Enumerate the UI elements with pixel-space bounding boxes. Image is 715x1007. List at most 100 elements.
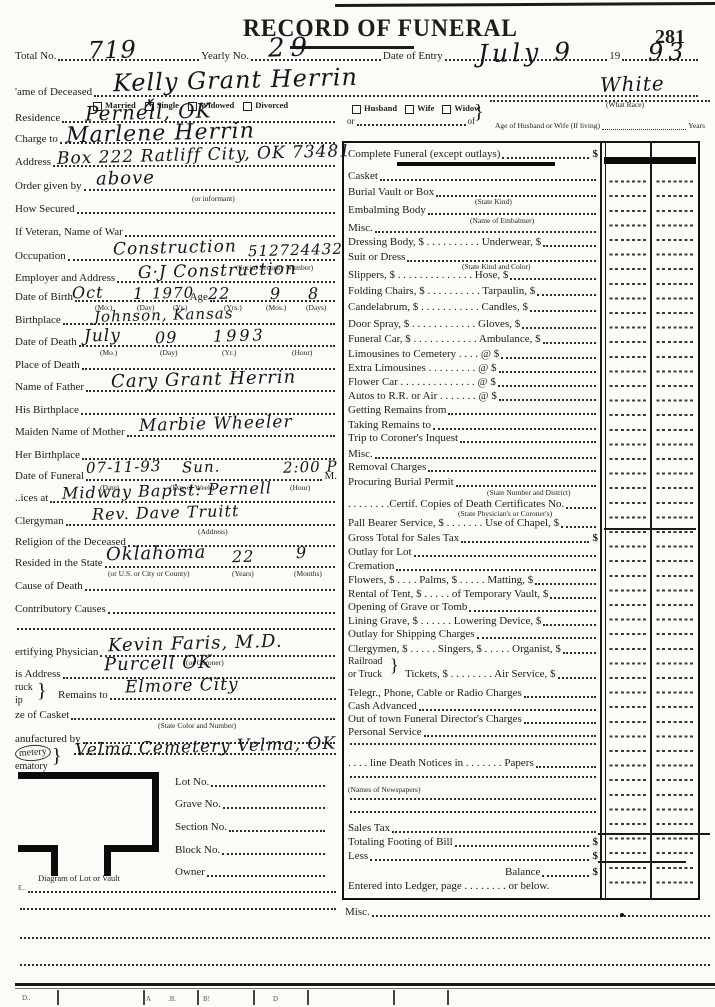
- religion-label: Religion of the Deceased: [15, 536, 126, 548]
- dotted-leader: [80, 413, 335, 415]
- her-birthplace-label: Her Birthplace: [15, 449, 81, 461]
- physician-address-value: Purcell OK: [103, 651, 213, 676]
- charge-label: Getting Remains from: [348, 404, 447, 416]
- charge-label: Burial Vault or Box: [348, 186, 435, 198]
- money-col-line-c: [650, 141, 652, 898]
- charge-label: Flower Car . . . . . . . . . . . . . . @…: [348, 376, 496, 388]
- page-number: 281: [655, 26, 685, 48]
- blank-charge-row: [348, 811, 598, 815]
- dod-month-value: July: [83, 325, 122, 347]
- charge-row: Sales Tax: [348, 822, 598, 835]
- ssn-value: 512724432: [247, 239, 344, 261]
- dotted-leader: [497, 385, 596, 387]
- charge-row: Folding Chairs, $ . . . . . . . . . . Ta…: [348, 285, 598, 298]
- bottom-misc-label: Misc.: [345, 906, 370, 918]
- charge-label: Totaling Footing of Bill: [348, 836, 453, 848]
- or-coroner-sub: (or Coroner): [186, 658, 224, 667]
- dotted-leader: [374, 457, 596, 459]
- block-no-label: Block No.: [175, 844, 221, 856]
- charge-label: Door Spray, $ . . . . . . . . . . . . Gl…: [348, 318, 521, 330]
- divorced-label: Divorced: [255, 100, 289, 110]
- resided-label: Resided in the State: [15, 557, 103, 569]
- charge-label: Outlay for Lot: [348, 546, 412, 558]
- dotted-leader: [206, 875, 325, 877]
- dotted-leader: [82, 458, 335, 460]
- money-col-line-a: [600, 141, 602, 898]
- dotted-leader: [250, 59, 381, 61]
- cemetery-brace: }: [52, 745, 62, 767]
- age-years-value: 22: [207, 283, 231, 304]
- bottom-rule-thick: [15, 983, 715, 986]
- dotted-leader: [81, 368, 335, 370]
- cemetery-label-row: metery: [14, 743, 52, 763]
- dotted-leader: [350, 811, 596, 813]
- diagram-right-bar: [152, 772, 159, 852]
- dotted-leader: [392, 831, 596, 833]
- resided-sub-years: (Years): [232, 569, 254, 578]
- charge-row: Getting Remains from: [348, 404, 598, 417]
- complete-funeral-underline: [397, 162, 555, 166]
- widowed-checkbox: [187, 102, 197, 111]
- manufactured-by-row: anufactured by: [15, 733, 337, 746]
- top-edge-rule: [334, 2, 715, 7]
- charge-label: Pall Bearer Service, $ . . . . . . . Use…: [348, 517, 560, 529]
- clergyman-label: Clergyman: [15, 515, 64, 527]
- married-checkbox: [93, 102, 102, 111]
- dotted-leader: [86, 479, 323, 481]
- charge-label: Lining Grave, $ . . . . . . Lowering Dev…: [348, 615, 542, 627]
- charge-row: Door Spray, $ . . . . . . . . . . . . Gl…: [348, 318, 598, 331]
- dotted-leader: [65, 524, 335, 526]
- dod-label: Date of Death: [15, 336, 77, 348]
- dotted-leader: [20, 937, 710, 939]
- charge-row: Personal Service: [348, 726, 598, 739]
- birthplace-value: Johnson, Kansas: [93, 304, 234, 326]
- mother-row: Maiden Name of Mother: [15, 426, 337, 439]
- employer-label: Employer and Address: [15, 272, 116, 284]
- dotted-leader: [109, 698, 336, 700]
- father-label: Name of Father: [15, 381, 85, 393]
- charge-row: Flower Car . . . . . . . . . . . . . . @…: [348, 376, 598, 389]
- charge-label: Sales Tax: [348, 822, 391, 834]
- charge-row: Opening of Grave or Tomb: [348, 601, 598, 614]
- dob-sub-mos: (Mos.): [266, 303, 287, 312]
- charge-row: Clergymen, $ . . . . . Singers, $ . . . …: [348, 643, 598, 656]
- dotted-leader: [370, 859, 589, 861]
- diagram-top-bar: [18, 772, 159, 779]
- husband-label: Husband: [364, 103, 398, 113]
- money-hline-salestax: [598, 833, 710, 835]
- dotted-leader: [107, 612, 335, 614]
- dod-sub-yr: (Yr.): [222, 348, 237, 357]
- funeral-m-label: M.: [324, 470, 337, 482]
- section-no-row: Section No.: [175, 821, 327, 834]
- charge-label: Misc.: [348, 448, 373, 460]
- charge-label: Less: [348, 850, 369, 862]
- money-hline-less: [598, 861, 686, 863]
- bottom-tick: [253, 990, 255, 1005]
- embalmer-sub: (Name of Embalmer): [470, 216, 535, 225]
- dotted-leader: [454, 845, 589, 847]
- dotted-leader: [53, 165, 335, 167]
- truck-label-row: ruck: [15, 681, 33, 694]
- remains-to-label: Remains to: [58, 689, 108, 701]
- employer-row: Employer and Address: [15, 272, 337, 285]
- charge-label: Limousines to Cemetery . . . . @ $: [348, 348, 500, 360]
- charge-row: . . . . line Death Notices in . . . . . …: [348, 757, 598, 770]
- railroad-brace: }: [390, 655, 399, 675]
- dotted-leader: [74, 753, 336, 755]
- charges-box: [342, 141, 700, 900]
- or-truck-label: or Truck: [348, 669, 383, 680]
- charge-row: Misc.: [348, 448, 598, 461]
- dotted-leader: [498, 399, 596, 401]
- charge-row: Trip to Coroner's Inquest: [348, 432, 598, 445]
- charge-label: . . . . . . . .Certif. Copies of Death C…: [348, 498, 565, 510]
- dotted-leader: [543, 624, 596, 626]
- funeral-hour-value: 2:00 P: [282, 457, 338, 477]
- charge-row: Gross Total for Sales Tax $: [348, 532, 598, 545]
- balance-row: Balance $: [505, 866, 598, 879]
- diagram-bottom-left-bar: [18, 845, 58, 852]
- dotted-leader: [62, 323, 335, 325]
- dob-sub-yrs: (Yrs.): [224, 303, 242, 312]
- single-checkbox: ✗: [143, 97, 154, 112]
- dotted-leader: [350, 743, 596, 745]
- age-months-value: 9: [269, 283, 282, 304]
